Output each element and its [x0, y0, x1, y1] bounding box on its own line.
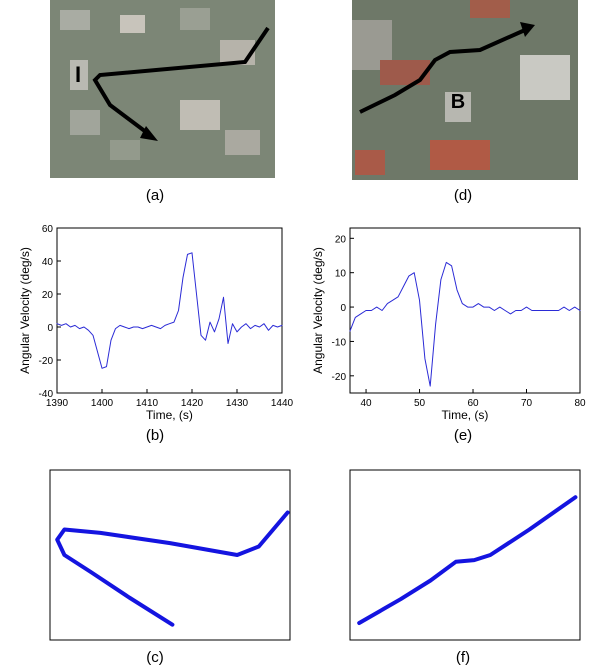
- x-tick-label: 1400: [91, 398, 114, 409]
- x-tick-label: 60: [467, 398, 479, 409]
- y-tick-label: 10: [335, 269, 347, 280]
- plot-frame: [349, 469, 581, 641]
- image-label: I: [75, 62, 81, 87]
- data-line: [56, 252, 283, 369]
- image-label: B: [451, 91, 465, 113]
- y-tick-label: -40: [39, 389, 54, 400]
- plot-frame: [56, 227, 283, 394]
- caption: (e): [454, 427, 472, 444]
- x-axis-label: Time, (s): [442, 408, 489, 422]
- y-tick-label: 0: [47, 323, 53, 334]
- y-tick-label: 0: [340, 303, 346, 314]
- aerial-image: [50, 0, 275, 178]
- x-tick-label: 70: [521, 398, 533, 409]
- y-axis-label: Angular Velocity (deg/s): [311, 247, 325, 374]
- x-tick-label: 50: [414, 398, 426, 409]
- data-line: [349, 261, 581, 387]
- y-tick-label: -10: [332, 337, 347, 348]
- caption: (b): [146, 427, 164, 444]
- y-axis-label: Angular Velocity (deg/s): [18, 247, 32, 374]
- y-tick-label: 20: [42, 290, 54, 301]
- x-tick-label: 1390: [46, 398, 69, 409]
- caption: (d): [454, 187, 472, 204]
- data-line: [357, 495, 578, 625]
- data-line: [55, 510, 290, 627]
- x-tick-label: 40: [360, 398, 372, 409]
- x-tick-label: 1440: [271, 398, 294, 409]
- x-tick-label: 1430: [226, 398, 249, 409]
- caption: (a): [146, 187, 164, 204]
- x-axis-label: Time, (s): [146, 408, 193, 422]
- caption: (f): [456, 649, 470, 666]
- y-tick-label: 20: [335, 234, 347, 245]
- y-tick-label: 40: [42, 257, 54, 268]
- x-tick-label: 1420: [181, 398, 204, 409]
- y-tick-label: -20: [39, 356, 54, 367]
- plot-frame: [49, 469, 291, 641]
- x-tick-label: 80: [574, 398, 586, 409]
- x-tick-label: 1410: [136, 398, 159, 409]
- y-tick-label: -20: [332, 372, 347, 383]
- caption: (c): [146, 649, 164, 666]
- y-tick-label: 60: [42, 224, 54, 235]
- aerial-image: [352, 0, 578, 180]
